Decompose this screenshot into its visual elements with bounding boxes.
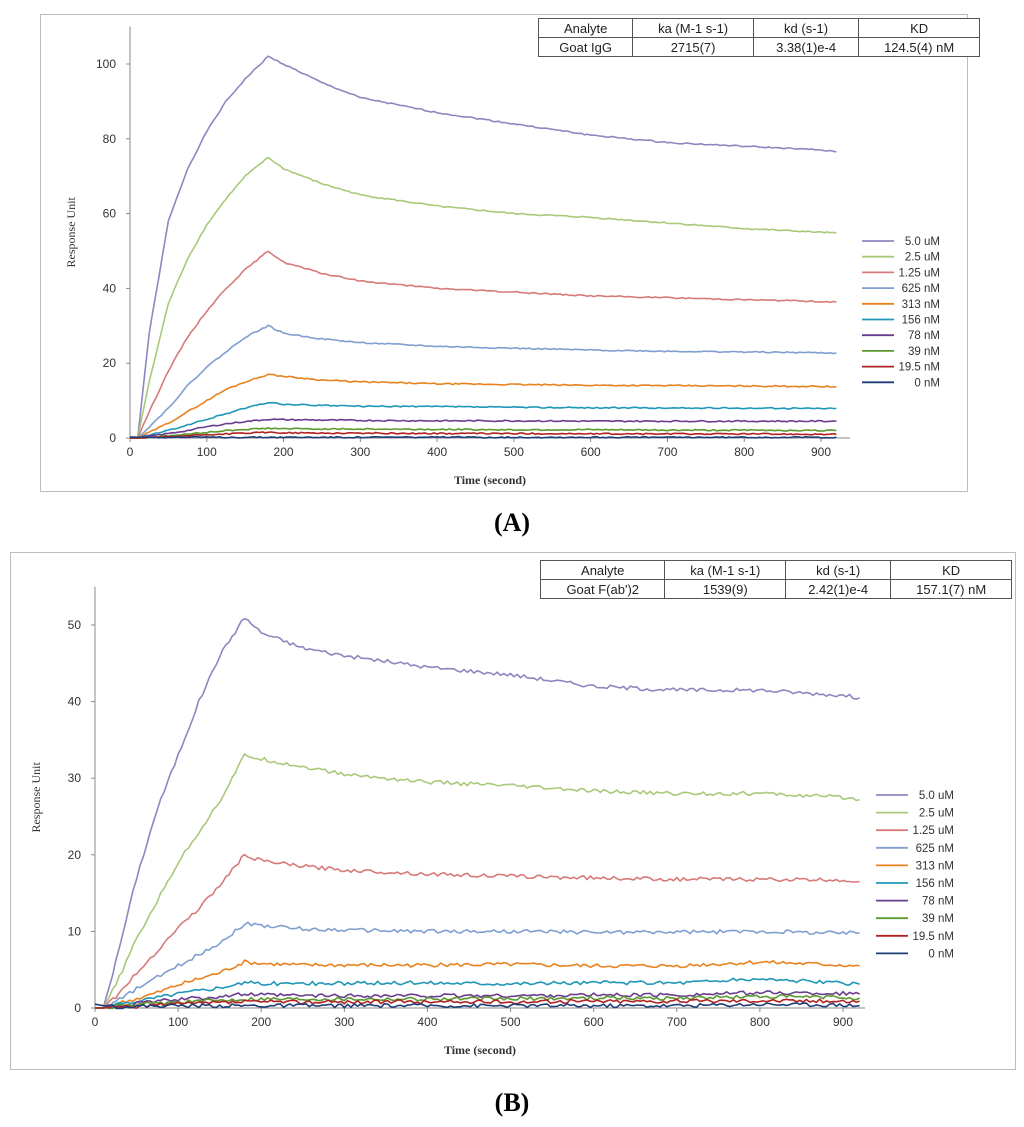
series-line-19-5-nM bbox=[95, 998, 860, 1009]
legend-label: 2.5 uM bbox=[905, 252, 940, 264]
legend-label: 5.0 uM bbox=[905, 236, 940, 248]
y-tick-label: 80 bbox=[103, 132, 117, 146]
y-tick-label: 30 bbox=[68, 771, 82, 785]
y-tick-label: 10 bbox=[68, 924, 82, 938]
x-tick-label: 400 bbox=[427, 445, 447, 459]
legend-label: 156 nM bbox=[916, 878, 954, 890]
kinetics-table-b: Analyte ka (M-1 s-1) kd (s-1) KD Goat F(… bbox=[539, 560, 1012, 599]
series-line-39-nM bbox=[95, 994, 860, 1010]
legend-label: 156 nM bbox=[902, 315, 940, 327]
y-tick-label: 0 bbox=[109, 431, 116, 445]
series-line-78-nM bbox=[95, 990, 860, 1009]
legend-label: 313 nM bbox=[916, 860, 954, 872]
legend-label: 39 nM bbox=[908, 346, 940, 358]
legend-label: 0 nM bbox=[928, 948, 954, 960]
x-tick-label: 100 bbox=[168, 1015, 188, 1029]
x-axis-label: Time (second) bbox=[444, 1043, 516, 1057]
y-axis-label: Response Unit bbox=[29, 762, 43, 833]
legend-label: 39 nM bbox=[922, 913, 954, 925]
series-line-625-nM bbox=[95, 921, 860, 1009]
legend-label: 19.5 nM bbox=[912, 931, 954, 943]
cell-KD: 157.1(7) nM bbox=[890, 579, 1012, 599]
series-line-78-nM bbox=[130, 418, 837, 439]
cell-kd: 3.38(1)e-4 bbox=[752, 37, 860, 57]
x-tick-label: 600 bbox=[584, 1015, 604, 1029]
x-tick-label: 600 bbox=[581, 445, 601, 459]
legend-label: 625 nM bbox=[916, 843, 954, 855]
series-line-1-25-uM bbox=[130, 250, 837, 439]
series-line-625-nM bbox=[130, 324, 837, 439]
panel-label-b: (B) bbox=[494, 1088, 530, 1117]
legend-label: 78 nM bbox=[908, 330, 940, 342]
legend-label: 19.5 nM bbox=[898, 362, 940, 374]
series-line-2-5-uM bbox=[95, 752, 860, 1009]
series-line-2-5-uM bbox=[130, 156, 837, 439]
series-line-0-nM bbox=[129, 435, 837, 439]
chart-a: 0 100 200 300 400 500 600 700 800 900 0 20 40 60 80 100… bbox=[64, 26, 940, 487]
kinetics-table-a: Analyte ka (M-1 s-1) kd (s-1) KD Goat Ig… bbox=[537, 18, 980, 57]
header-ka: ka (M-1 s-1) bbox=[664, 560, 787, 580]
series-line-313-nM bbox=[130, 373, 837, 439]
x-tick-label: 300 bbox=[334, 1015, 354, 1029]
series-line-5-0-uM bbox=[130, 55, 837, 439]
series-line-5-0-uM bbox=[95, 618, 860, 1009]
chart-a-frame bbox=[40, 14, 968, 492]
series-line-1-25-uM bbox=[95, 853, 860, 1009]
cell-ka: 1539(9) bbox=[664, 579, 787, 599]
y-tick-label: 50 bbox=[68, 618, 82, 632]
legend-label: 1.25 uM bbox=[912, 825, 954, 837]
x-tick-label: 200 bbox=[274, 445, 294, 459]
x-tick-label: 700 bbox=[667, 1015, 687, 1029]
x-tick-label: 400 bbox=[417, 1015, 437, 1029]
legend-label: 625 nM bbox=[902, 283, 940, 295]
y-tick-label: 20 bbox=[103, 356, 117, 370]
y-tick-label: 60 bbox=[103, 207, 117, 221]
x-tick-label: 500 bbox=[504, 445, 524, 459]
series-line-313-nM bbox=[95, 959, 860, 1009]
series-line-39-nM bbox=[130, 427, 837, 439]
y-tick-label: 40 bbox=[103, 281, 117, 295]
y-axis-label: Response Unit bbox=[64, 196, 78, 267]
chart-b: 0 100 200 300 400 500 600 700 800 900 0 10 20 30 40 50 T… bbox=[29, 586, 954, 1057]
chart-b-frame bbox=[10, 552, 1016, 1070]
y-tick-label: 100 bbox=[96, 57, 116, 71]
x-tick-label: 0 bbox=[127, 445, 134, 459]
series-line-156-nM bbox=[95, 977, 860, 1009]
cell-kd: 2.42(1)e-4 bbox=[785, 579, 892, 599]
x-tick-label: 800 bbox=[750, 1015, 770, 1029]
x-tick-label: 100 bbox=[197, 445, 217, 459]
y-tick-label: 0 bbox=[74, 1001, 81, 1015]
table-row: Goat F(ab')2 1539(9) 2.42(1)e-4 157.1(7)… bbox=[539, 579, 1012, 599]
x-tick-label: 300 bbox=[350, 445, 370, 459]
x-tick-label: 900 bbox=[811, 445, 831, 459]
legend-label: 5.0 uM bbox=[919, 790, 954, 802]
cell-analyte: Goat IgG bbox=[537, 37, 634, 57]
y-tick-label: 20 bbox=[68, 848, 82, 862]
x-tick-label: 700 bbox=[657, 445, 677, 459]
legend-label: 78 nM bbox=[922, 896, 954, 908]
header-KD: KD bbox=[890, 560, 1012, 580]
legend-label: 1.25 uM bbox=[898, 267, 940, 279]
table-row: Goat IgG 2715(7) 3.38(1)e-4 124.5(4) nM bbox=[537, 37, 980, 57]
y-tick-label: 40 bbox=[68, 695, 82, 709]
cell-ka: 2715(7) bbox=[632, 37, 754, 57]
legend-label: 0 nM bbox=[914, 377, 940, 389]
series-line-0-nM bbox=[94, 1002, 860, 1010]
x-tick-label: 500 bbox=[501, 1015, 521, 1029]
series-line-19-5-nM bbox=[130, 431, 837, 439]
legend-label: 2.5 uM bbox=[919, 808, 954, 820]
series-line-156-nM bbox=[130, 401, 837, 439]
cell-KD: 124.5(4) nM bbox=[858, 37, 980, 57]
x-axis-label: Time (second) bbox=[454, 473, 526, 487]
x-tick-label: 0 bbox=[92, 1015, 99, 1029]
legend-label: 313 nM bbox=[902, 299, 940, 311]
panel-label-a: (A) bbox=[493, 508, 531, 537]
x-tick-label: 900 bbox=[833, 1015, 853, 1029]
cell-analyte: Goat F(ab')2 bbox=[539, 579, 666, 599]
x-tick-label: 200 bbox=[251, 1015, 271, 1029]
x-tick-label: 800 bbox=[734, 445, 754, 459]
